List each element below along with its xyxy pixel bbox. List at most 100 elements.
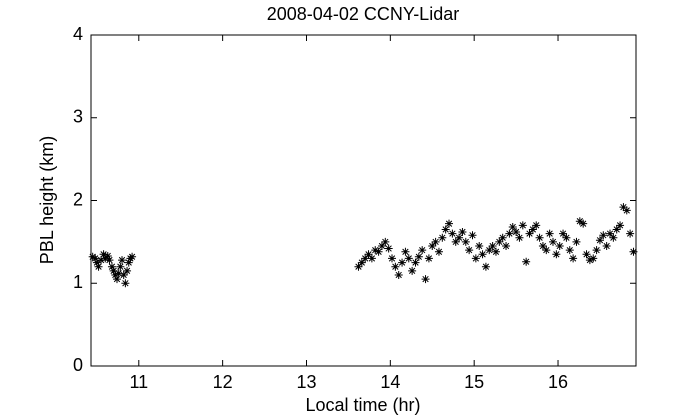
point [112,275,121,284]
plot-box [90,34,637,367]
point [124,258,133,267]
point [471,254,480,263]
point [559,229,568,238]
point [128,252,137,261]
point [626,229,635,238]
point [461,237,470,246]
point [97,256,106,265]
point [114,269,123,278]
point [505,229,514,238]
point [371,246,380,255]
point [455,233,464,242]
point [411,258,420,267]
x-tick-label: 16 [548,372,568,392]
point [458,227,467,236]
point [408,266,417,275]
point [585,256,594,265]
point [121,279,130,288]
point [377,242,386,251]
point [515,233,524,242]
point [565,246,574,255]
point [602,242,611,251]
point [367,254,376,263]
point [485,246,494,255]
chart-title: 2008-04-02 CCNY-Lidar [267,4,459,24]
point [92,258,101,267]
point [445,219,454,228]
point [525,229,534,238]
point [535,233,544,242]
y-tick-label: 3 [73,107,83,127]
point [528,225,537,234]
point [374,247,383,256]
point [518,221,527,230]
point [495,237,504,246]
point [542,246,551,255]
point [357,258,366,267]
point [572,237,581,246]
point [91,254,100,263]
point [428,242,437,251]
point [575,217,584,226]
point [107,262,116,271]
point [478,250,487,259]
point [569,254,578,263]
point [595,236,604,245]
point [118,256,127,265]
y-axis-label: PBL height (km) [37,136,57,264]
point [555,242,564,251]
point [616,221,625,230]
point [562,233,571,242]
point [522,257,531,266]
point [394,270,403,279]
point [538,242,547,251]
y-tick-label: 2 [73,189,83,209]
point [421,275,430,284]
point [431,237,440,246]
point [619,203,628,212]
point [401,247,410,256]
point [599,231,608,240]
point [532,221,541,230]
point [398,258,407,267]
point [384,244,393,253]
point [361,254,370,263]
point [388,254,397,263]
point [424,254,433,263]
point [491,247,500,256]
point [364,250,373,259]
x-tick-label: 13 [296,372,316,392]
point [451,237,460,246]
point [508,222,517,231]
x-tick-label: 11 [129,372,148,392]
point [552,250,561,259]
point [391,262,400,271]
point [512,227,521,236]
point [448,229,457,238]
point [582,250,591,259]
point [592,246,601,255]
point [622,206,631,215]
point [434,247,443,256]
x-tick-label: 15 [464,372,484,392]
point [414,252,423,261]
x-tick-label: 12 [213,372,233,392]
point [548,237,557,246]
point [475,242,484,251]
point [502,242,511,251]
point [579,219,588,228]
point [609,233,618,242]
point [441,225,450,234]
point [606,229,615,238]
point [354,262,363,271]
point [111,270,120,279]
y-tick-label: 0 [73,355,83,375]
x-tick-label: 14 [380,372,400,392]
point [465,246,474,255]
point [468,231,477,240]
y-tick-label: 4 [73,24,83,44]
point [488,242,497,251]
point [404,254,413,263]
point [99,250,108,259]
